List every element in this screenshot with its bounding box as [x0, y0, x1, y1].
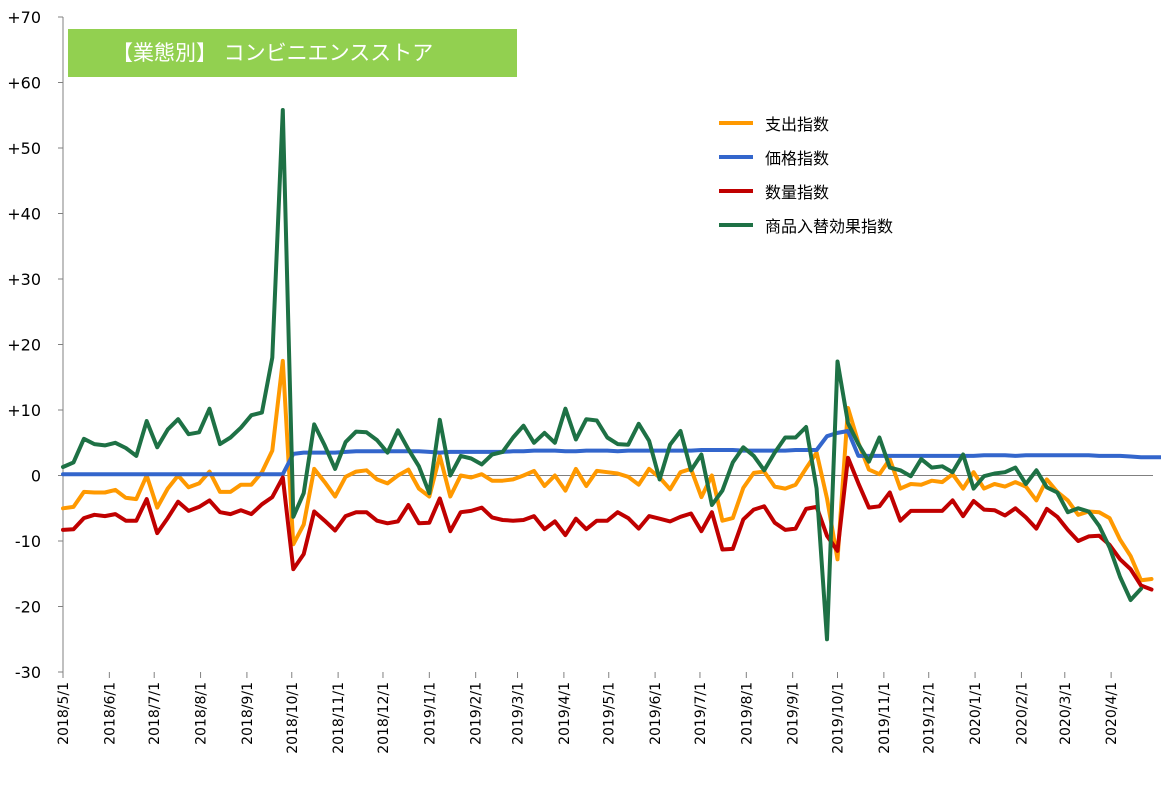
legend: 支出指数 価格指数 数量指数 商品入替効果指数	[712, 104, 926, 244]
legend-item-quantity: 数量指数	[719, 174, 829, 208]
x-tick-label: 2019/4/1	[557, 682, 573, 745]
legend-swatch-quantity	[719, 189, 753, 193]
x-axis: 2018/5/1 2018/6/1 2018/7/1 2018/8/1 2018/9/1…	[56, 475, 1153, 754]
legend-item-spending: 支出指数	[719, 106, 829, 140]
series-line	[61, 108, 1143, 642]
legend-label-product-mix: 商品入替効果指数	[765, 217, 894, 236]
x-tick-label: 2018/6/1	[102, 682, 118, 745]
x-tick-label: 2019/3/1	[511, 682, 527, 745]
y-tick-label: +20	[7, 336, 41, 355]
legend-item-product-mix: 商品入替効果指数	[719, 208, 893, 242]
y-tick-label: -10	[15, 532, 41, 551]
y-tick-label: -30	[15, 663, 41, 682]
x-tick-label: 2020/3/1	[1058, 682, 1074, 745]
legend-swatch-spending	[719, 121, 753, 125]
x-tick-label: 2019/10/1	[831, 682, 847, 754]
x-tick-label: 2019/11/1	[877, 682, 893, 754]
x-tick-label: 2018/12/1	[376, 682, 392, 754]
series-line	[61, 455, 1154, 592]
series-line	[61, 429, 1161, 477]
y-tick-label: +70	[7, 8, 41, 27]
legend-label-quantity: 数量指数	[765, 183, 830, 202]
x-tick-label: 2018/9/1	[240, 682, 256, 745]
legend-swatch-product-mix	[719, 223, 753, 227]
chart-title: 【業態別】 コンビニエンスストア	[68, 29, 517, 77]
y-tick-label: 0	[31, 467, 41, 486]
x-tick-label: 2019/2/1	[469, 682, 485, 745]
x-tick-label: 2019/7/1	[693, 682, 709, 745]
y-tick-label: +30	[7, 270, 41, 289]
x-tick-label: 2019/8/1	[739, 682, 755, 745]
x-tick-label: 2018/7/1	[147, 682, 163, 745]
legend-item-price: 価格指数	[719, 140, 829, 174]
y-axis: +70 +60 +50 +40 +30 +20 +10 0 -10 -20 -30	[7, 8, 64, 682]
y-tick-label: +40	[7, 205, 41, 224]
x-tick-label: 2019/1/1	[422, 682, 438, 745]
x-tick-label: 2020/2/1	[1014, 682, 1030, 745]
x-tick-label: 2019/12/1	[922, 682, 938, 754]
x-tick-label: 2018/5/1	[56, 682, 72, 745]
y-tick-label: +50	[7, 139, 41, 158]
y-tick-label: -20	[15, 598, 41, 617]
x-tick-label: 2018/8/1	[194, 682, 210, 745]
legend-label-price: 価格指数	[765, 149, 830, 168]
x-tick-label: 2019/6/1	[648, 682, 664, 745]
legend-swatch-price	[719, 155, 753, 159]
x-tick-label: 2019/9/1	[786, 682, 802, 745]
x-tick-label: 2018/10/1	[285, 682, 301, 754]
y-tick-label: +60	[7, 74, 41, 93]
x-tick-label: 2018/11/1	[331, 682, 347, 754]
series-line	[61, 358, 1154, 583]
legend-label-spending: 支出指数	[765, 115, 830, 134]
x-tick-label: 2019/5/1	[602, 682, 618, 745]
x-tick-label: 2020/1/1	[968, 682, 984, 745]
y-tick-label: +10	[7, 401, 41, 420]
series-layer	[61, 108, 1161, 642]
x-tick-label: 2020/4/1	[1104, 682, 1120, 745]
